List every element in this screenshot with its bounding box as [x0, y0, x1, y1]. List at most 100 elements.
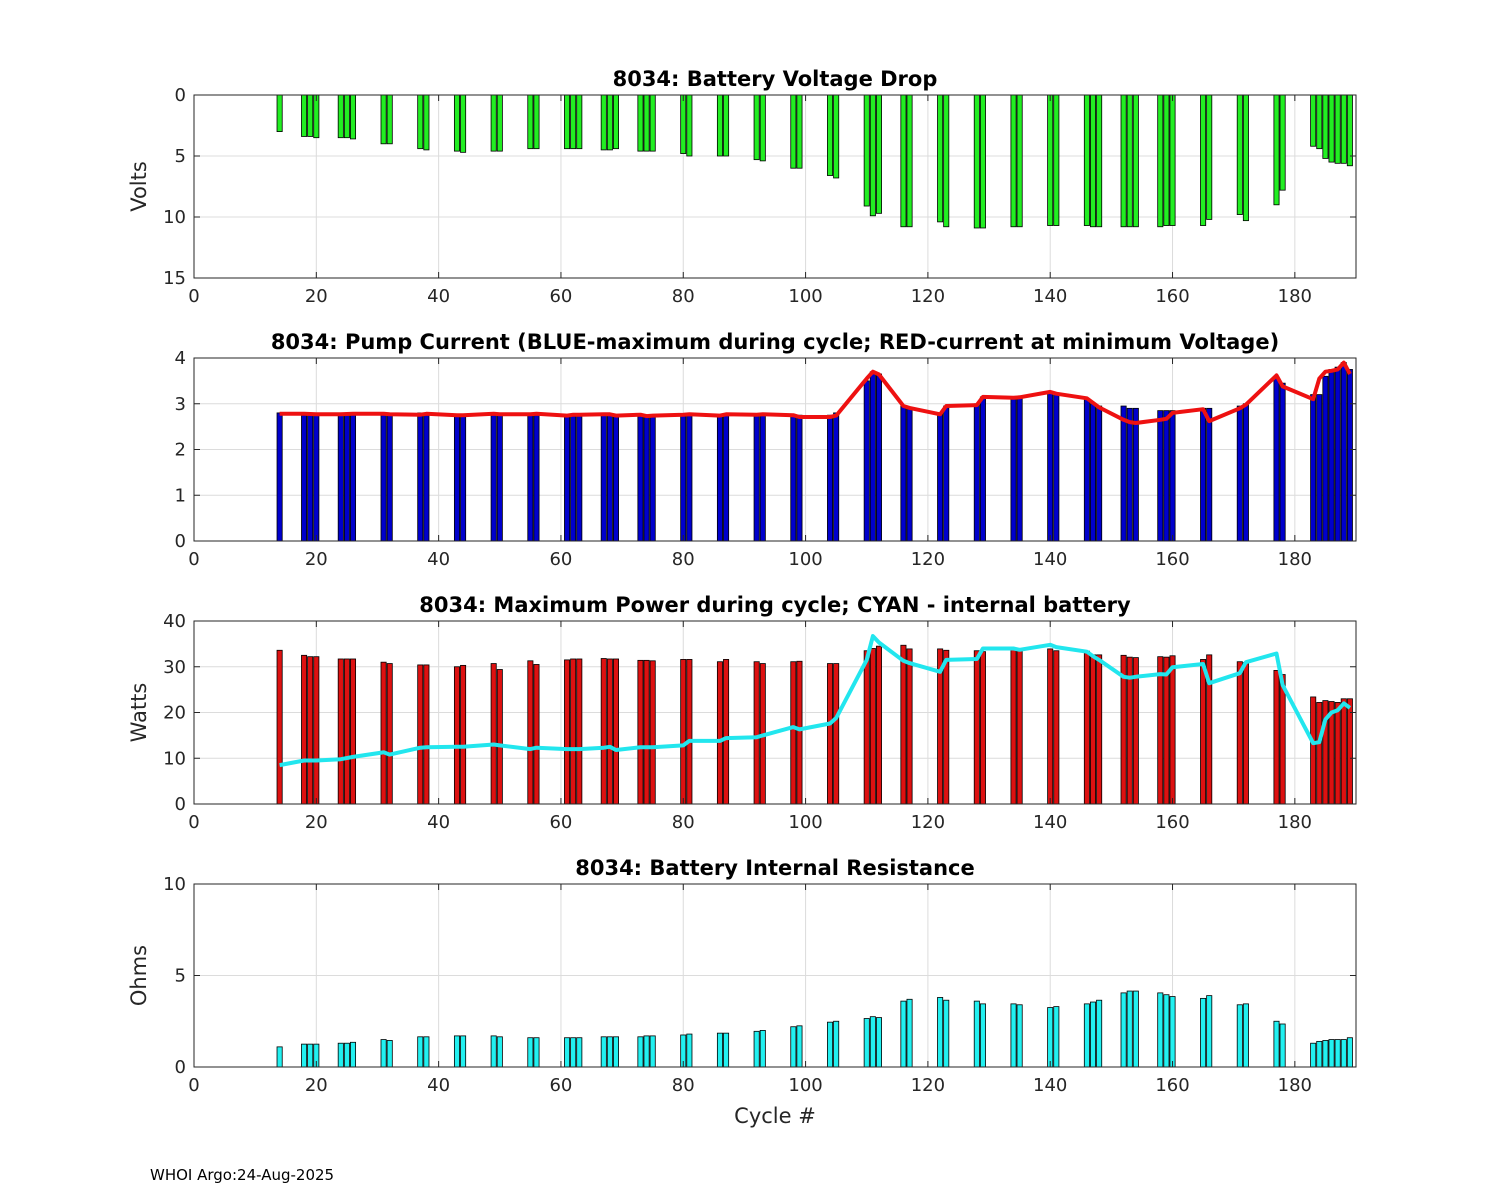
- bar: [1096, 405, 1103, 542]
- bar: [827, 1021, 834, 1068]
- bar: [1010, 648, 1017, 805]
- x-tick-label: 80: [672, 549, 695, 570]
- bar: [1083, 94, 1090, 226]
- bar: [1120, 405, 1127, 542]
- bar: [527, 1037, 534, 1068]
- bar: [943, 999, 950, 1068]
- x-tick-label: 0: [188, 1075, 199, 1096]
- x-tick-label: 160: [1155, 1075, 1189, 1096]
- bar: [1126, 407, 1133, 542]
- bar: [643, 94, 650, 152]
- bar: [1090, 403, 1097, 542]
- bar: [350, 94, 357, 140]
- bar: [869, 1016, 876, 1068]
- bar: [1090, 94, 1097, 228]
- bar: [1047, 1007, 1054, 1068]
- bar: [1200, 997, 1207, 1068]
- bar: [906, 407, 913, 542]
- bar: [1053, 94, 1060, 226]
- bar: [796, 1025, 803, 1068]
- bar: [600, 94, 607, 151]
- bar: [527, 660, 534, 805]
- bar: [1279, 382, 1286, 542]
- bar: [570, 1037, 577, 1068]
- bar: [1279, 1023, 1286, 1068]
- bar: [649, 94, 656, 152]
- y-axis-label: Volts: [127, 161, 151, 212]
- bar: [1096, 654, 1103, 805]
- x-tick-label: 120: [911, 1075, 945, 1096]
- bar: [1279, 674, 1286, 805]
- bar: [1334, 702, 1341, 805]
- bar: [1328, 94, 1335, 163]
- bar: [453, 414, 460, 542]
- bar: [576, 658, 583, 805]
- x-tick-label: 140: [1033, 549, 1067, 570]
- bar: [1242, 662, 1249, 805]
- series-line: [279, 360, 1352, 425]
- bar: [570, 414, 577, 542]
- bar: [1016, 94, 1023, 228]
- bar: [1328, 1039, 1335, 1068]
- bar: [790, 661, 797, 805]
- bar: [490, 412, 497, 542]
- bar: [796, 414, 803, 542]
- bar: [759, 414, 766, 542]
- bar: [1310, 394, 1317, 542]
- bar: [1120, 992, 1127, 1068]
- bar: [380, 1039, 387, 1068]
- bar: [313, 656, 320, 805]
- bar: [606, 1036, 613, 1068]
- bar: [460, 94, 467, 153]
- bar: [606, 414, 613, 542]
- bar: [1053, 394, 1060, 542]
- x-tick-label: 160: [1155, 812, 1189, 833]
- bar: [1340, 698, 1347, 805]
- bar: [1053, 650, 1060, 805]
- bar: [906, 94, 913, 228]
- bar: [576, 1037, 583, 1068]
- pump-current-plot: 0 20 40 60 80 100 120 140 160 180 0 1 2 3 4 8034: Pump …: [175, 330, 1357, 570]
- bar: [863, 1018, 870, 1068]
- bar: [606, 658, 613, 805]
- bar: [1157, 656, 1164, 805]
- bar: [533, 1037, 540, 1068]
- bar: [337, 414, 344, 542]
- x-tick-label: 40: [427, 286, 450, 307]
- x-tick-label: 20: [305, 812, 328, 833]
- bar: [1163, 656, 1170, 805]
- bar: [973, 1000, 980, 1068]
- bar: [833, 1020, 840, 1068]
- bar: [833, 412, 840, 542]
- bar: [490, 1035, 497, 1068]
- x-tick-label: 40: [427, 812, 450, 833]
- bar: [564, 94, 571, 150]
- bar: [649, 660, 656, 805]
- bar: [1132, 657, 1139, 805]
- bar: [1169, 410, 1176, 542]
- bar: [1273, 378, 1280, 542]
- y-tick-label: 2: [175, 440, 186, 461]
- x-tick-label: 40: [427, 1075, 450, 1096]
- bar: [1273, 94, 1280, 206]
- bar: [380, 412, 387, 542]
- x-tick-label: 20: [305, 1075, 328, 1096]
- bar: [753, 661, 760, 805]
- bar: [612, 1036, 619, 1068]
- bar: [900, 405, 907, 542]
- bar: [863, 94, 870, 207]
- bar: [943, 94, 950, 228]
- y-axis-label: Ohms: [127, 945, 151, 1006]
- bar: [276, 412, 283, 542]
- bar: [790, 1026, 797, 1068]
- bar: [900, 644, 907, 805]
- bar: [600, 658, 607, 805]
- x-tick-label: 80: [672, 1075, 695, 1096]
- x-tick-label: 0: [188, 549, 199, 570]
- plot-title: 8034: Battery Internal Resistance: [575, 856, 975, 880]
- bar: [380, 661, 387, 805]
- bar: [1340, 1039, 1347, 1068]
- bar: [380, 94, 387, 145]
- bar: [973, 650, 980, 805]
